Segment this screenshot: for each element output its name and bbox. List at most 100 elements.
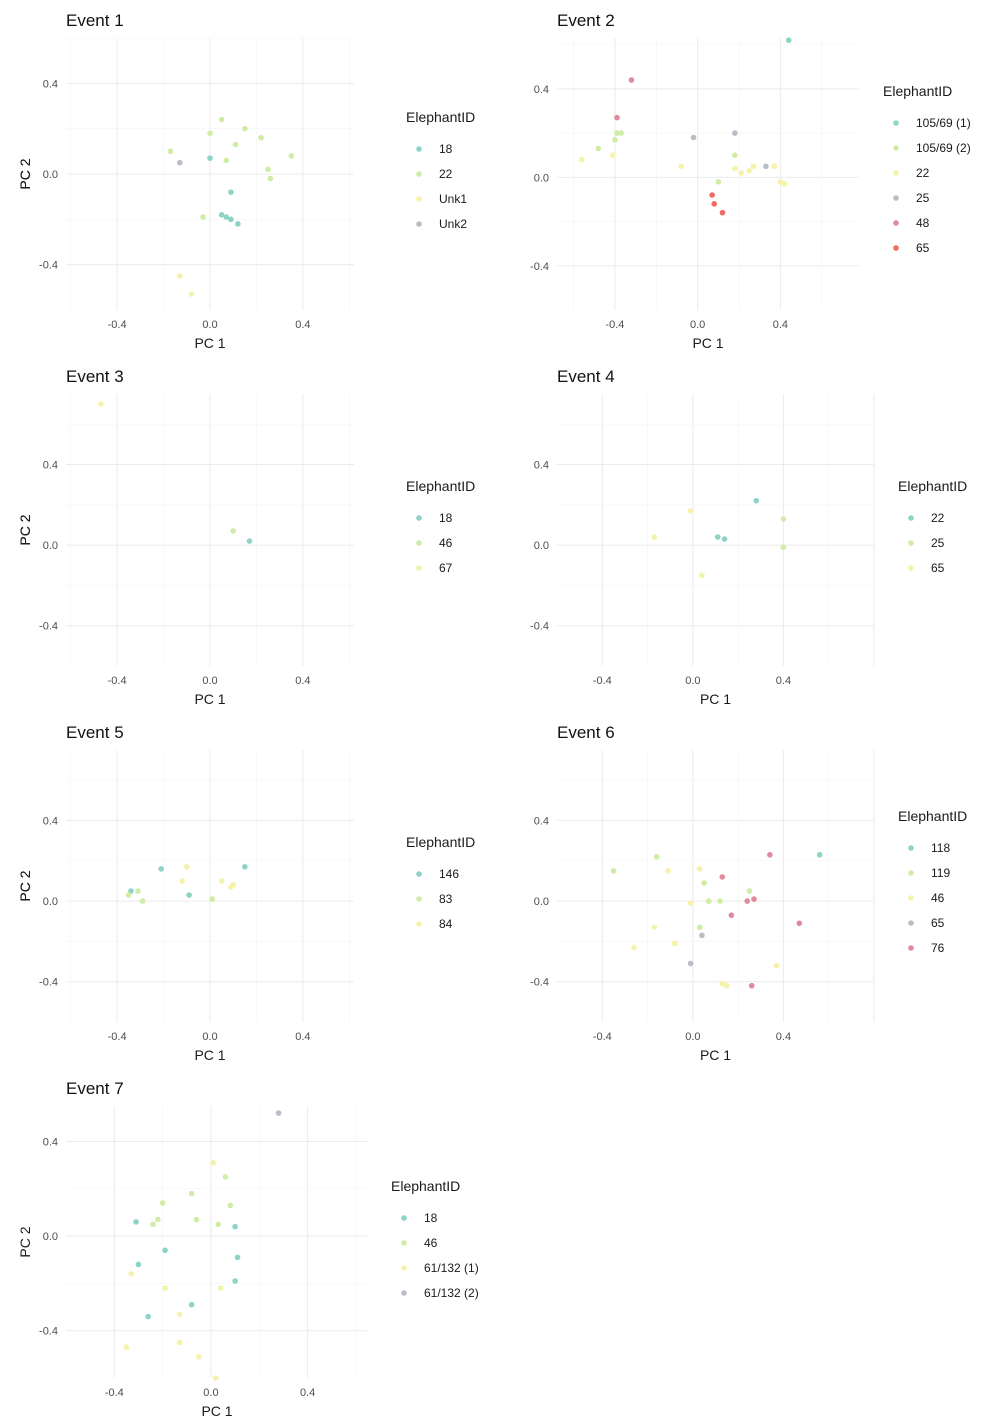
x-axis-label: PC 1 (700, 1047, 731, 1063)
data-points (579, 37, 792, 216)
x-tick-label: 0.0 (203, 1387, 218, 1399)
legend-label: 118 (931, 841, 950, 855)
data-point (610, 868, 617, 874)
scatter-panel-3: Event 3 -0.4 0.0 0.4 -0.4 0.0 0.4 PC 1 PC 2 Eleph… (17, 367, 475, 707)
y-tick-label: 0.0 (43, 169, 58, 181)
legend-key (401, 1265, 407, 1271)
legend-key (416, 196, 422, 202)
legend-label: 18 (424, 1211, 438, 1225)
data-point (196, 1353, 202, 1360)
data-point (719, 980, 726, 987)
data-point (98, 401, 104, 407)
data-point (275, 1110, 282, 1116)
data-point (699, 932, 705, 939)
legend-label: 105/69 (1) (916, 116, 971, 130)
data-point (719, 209, 726, 216)
data-point (651, 924, 658, 931)
data-points (610, 851, 823, 989)
legend-key (893, 245, 899, 251)
y-tick-label: 0.4 (534, 816, 549, 828)
data-point (232, 1223, 238, 1230)
legend-key (908, 845, 914, 851)
data-point (696, 866, 703, 872)
gridlines (66, 750, 354, 1022)
data-point (212, 1375, 219, 1381)
x-tick-label: -0.4 (108, 1031, 127, 1043)
data-point (267, 175, 274, 182)
scatter-panel-1: Event 1 -0.4 0.0 0.4 -0.4 0.0 0.4 PC 1 PC 2 Eleph… (17, 11, 475, 351)
legend-label: 146 (439, 867, 459, 881)
panel-title: Event 7 (66, 1079, 124, 1098)
legend: ElephantID 18 22 Unk1 Unk2 (406, 109, 475, 231)
y-tick-label: 0.0 (43, 1231, 58, 1243)
legend-title: ElephantID (406, 834, 475, 850)
data-point (780, 544, 787, 550)
legend-label: 67 (439, 561, 453, 575)
legend-label: Unk1 (439, 192, 467, 206)
x-tick-label: 0.4 (773, 319, 788, 331)
x-axis-label: PC 1 (700, 691, 731, 707)
legend: ElephantID 118 119 46 65 76 (898, 808, 967, 955)
legend-title: ElephantID (406, 478, 475, 494)
legend: ElephantID 105/69 (1) 105/69 (2) 22 25 48 65 (883, 83, 971, 255)
y-tick-label: -0.4 (530, 977, 549, 989)
x-tick-label: 0.0 (690, 319, 705, 331)
data-point (217, 1285, 224, 1291)
data-point (230, 882, 237, 888)
legend-key (908, 920, 914, 926)
data-point (777, 178, 784, 185)
data-point (128, 1271, 135, 1277)
data-point (711, 201, 718, 207)
legend-label: 84 (439, 917, 453, 931)
data-points (167, 116, 295, 297)
data-point (732, 165, 738, 172)
gridlines (66, 394, 354, 666)
y-tick-label: 0.0 (43, 896, 58, 908)
y-tick-label: 0.0 (43, 540, 58, 552)
data-point (628, 77, 635, 83)
legend-label: 46 (439, 536, 453, 550)
legend-key (416, 171, 422, 177)
data-point (610, 152, 616, 159)
x-tick-label: -0.4 (108, 319, 127, 331)
data-point (785, 37, 792, 44)
data-point (753, 497, 760, 504)
data-point (123, 1344, 130, 1351)
data-point (288, 153, 295, 159)
data-point (207, 130, 213, 136)
legend-key (893, 145, 899, 151)
data-point (746, 888, 753, 894)
x-tick-label: 0.0 (685, 675, 700, 687)
y-axis-label: PC 2 (17, 870, 33, 901)
y-axis-label: PC 2 (17, 158, 33, 189)
data-point (242, 864, 248, 870)
data-point (767, 851, 773, 858)
data-point (595, 145, 602, 152)
scatter-panel-6: Event 6 -0.4 0.0 0.4 -0.4 0.0 0.4 PC 1 PC 2 Eleph… (17, 723, 967, 1063)
data-point (228, 216, 234, 223)
x-tick-label: 0.0 (202, 1031, 217, 1043)
panel-title: Event 5 (66, 723, 124, 742)
data-point (135, 1261, 142, 1268)
data-point (179, 878, 185, 884)
data-point (135, 888, 141, 894)
legend-key (893, 220, 899, 226)
x-axis-label: PC 1 (194, 1047, 225, 1063)
data-point (715, 178, 722, 185)
legend: ElephantID 22 25 65 (898, 478, 967, 575)
data-point (687, 960, 694, 967)
legend-label: 105/69 (2) (916, 141, 971, 155)
legend-key (416, 896, 422, 902)
data-point (709, 192, 715, 198)
panel-title: Event 4 (557, 367, 615, 386)
legend-key (416, 540, 422, 546)
x-tick-label: 0.4 (295, 319, 310, 331)
legend: ElephantID 18 46 61/132 (1) 61/132 (2) (391, 1178, 479, 1300)
data-point (210, 1159, 217, 1166)
data-point (732, 152, 738, 159)
data-point (167, 148, 174, 155)
legend-key (908, 565, 914, 571)
legend-key (893, 170, 899, 176)
